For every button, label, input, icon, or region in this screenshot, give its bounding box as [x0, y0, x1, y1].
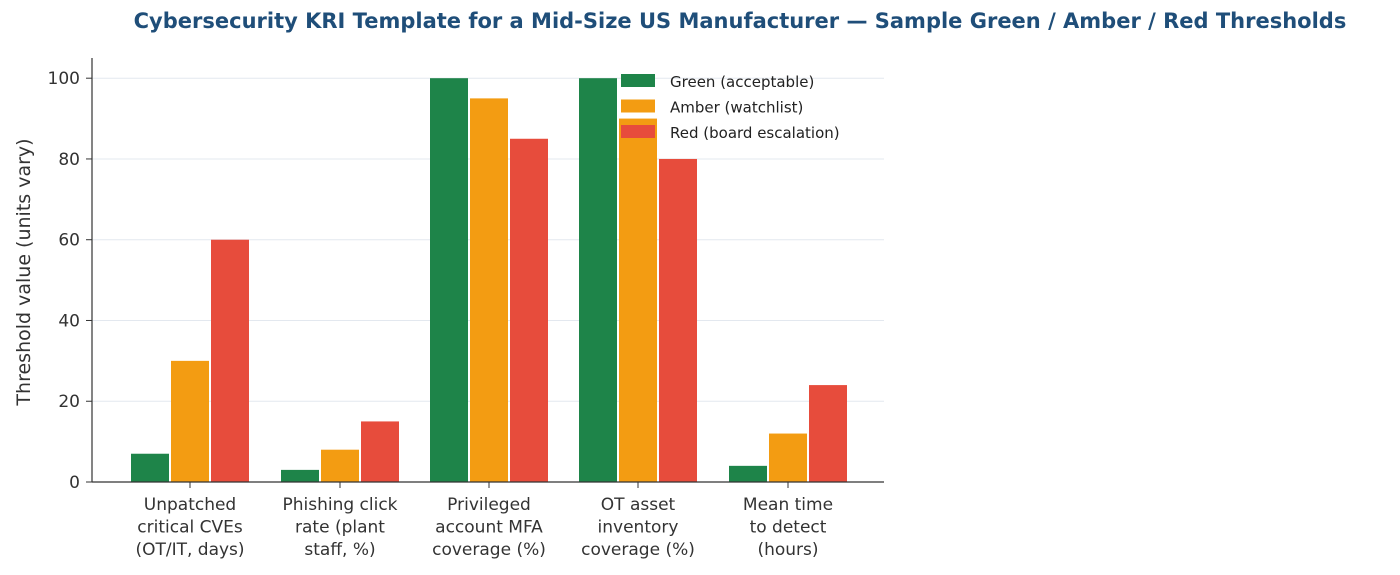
y-tick-labels: 0 20 40 60 80 100 — [48, 69, 80, 493]
x-tick-label: OT asset inventory coverage (%) — [581, 495, 695, 560]
x-tick-label: Privileged account MFA coverage (%) — [432, 495, 546, 560]
bar-amber — [619, 118, 657, 483]
x-tick-label: Unpatched critical CVEs (OT/IT, days) — [135, 495, 244, 560]
x-tick-labels: Unpatched critical CVEs (OT/IT, days) Phish… — [135, 495, 833, 560]
bar-amber — [769, 433, 807, 482]
bar-green — [281, 469, 319, 482]
bar-red — [361, 421, 399, 482]
y-tick-label: 20 — [58, 392, 80, 412]
y-tick-label: 60 — [58, 231, 80, 251]
bar-amber — [321, 449, 359, 482]
legend-swatch — [621, 74, 655, 87]
x-tick-label: Mean time to detect (hours) — [743, 495, 833, 560]
bar-red — [809, 385, 847, 482]
bars — [131, 78, 847, 483]
y-tick-label: 0 — [69, 473, 80, 493]
x-tick-label: Phishing click rate (plant staff, %) — [282, 495, 397, 560]
bar-red — [211, 239, 249, 482]
bar-green — [131, 453, 169, 482]
legend: Green (acceptable) Amber (watchlist) Red (… — [621, 73, 840, 142]
bar-red — [510, 138, 548, 482]
y-tick-label: 100 — [48, 69, 80, 89]
bar-green — [579, 78, 617, 482]
axes — [86, 58, 884, 488]
y-tick-label: 80 — [58, 150, 80, 170]
bar-green — [729, 465, 767, 482]
bar-green — [430, 78, 468, 482]
legend-swatch — [621, 125, 655, 138]
legend-swatch — [621, 99, 655, 113]
legend-label: Green (acceptable) — [670, 73, 814, 91]
bar-red — [659, 158, 697, 482]
y-tick-label: 40 — [58, 311, 80, 331]
chart-title: Cybersecurity KRI Template for a Mid-Siz… — [133, 9, 1347, 33]
legend-label: Red (board escalation) — [670, 124, 840, 142]
legend-label: Amber (watchlist) — [670, 99, 803, 117]
y-axis-label: Threshold value (units vary) — [13, 138, 35, 406]
bar-amber — [470, 98, 508, 482]
bar-amber — [171, 360, 209, 482]
